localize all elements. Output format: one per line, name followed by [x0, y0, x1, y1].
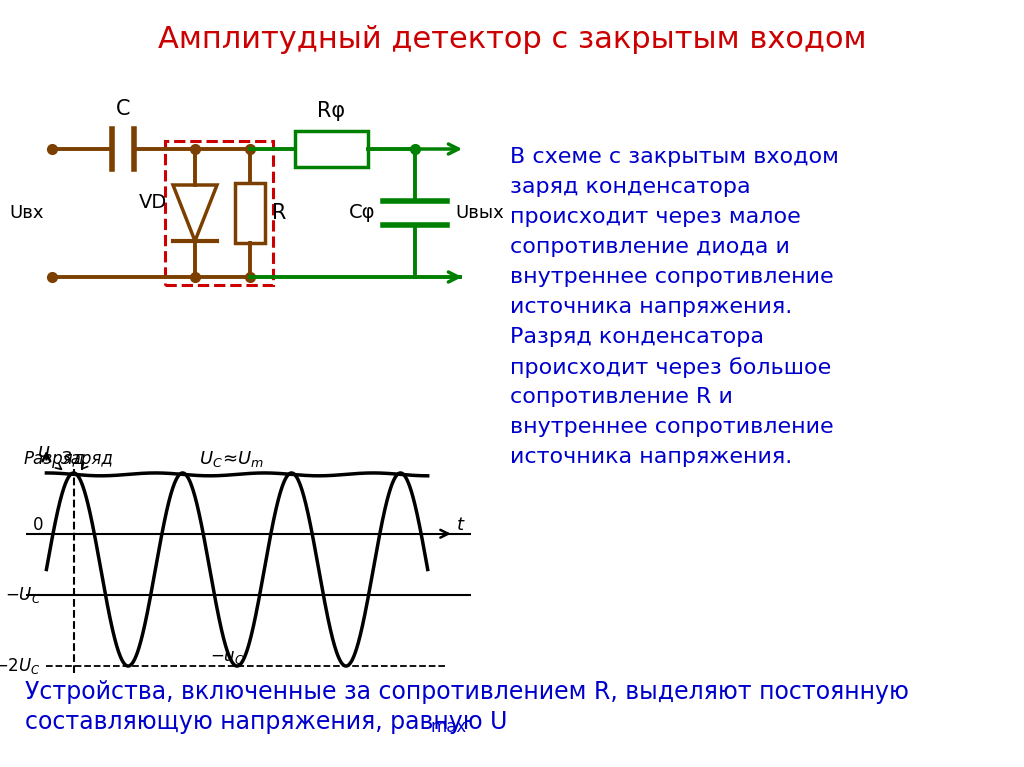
Text: происходит через малое: происходит через малое — [510, 207, 801, 227]
Text: Разряд конденсатора: Разряд конденсатора — [510, 327, 764, 347]
Text: $-2U_C$: $-2U_C$ — [0, 656, 41, 676]
Text: Rφ: Rφ — [317, 101, 345, 121]
Text: $-U_C$: $-U_C$ — [5, 584, 41, 604]
Text: сопротивление диода и: сопротивление диода и — [510, 237, 790, 257]
Text: заряд конденсатора: заряд конденсатора — [510, 177, 751, 197]
Text: $U_C\!\approx\!U_m$: $U_C\!\approx\!U_m$ — [199, 449, 264, 469]
Text: составляющую напряжения, равную U: составляющую напряжения, равную U — [25, 710, 507, 734]
Text: VD: VD — [138, 193, 167, 212]
Text: происходит через большое: происходит через большое — [510, 357, 831, 378]
FancyBboxPatch shape — [295, 131, 368, 167]
Text: u: u — [38, 443, 50, 461]
Text: Разряд: Разряд — [24, 450, 85, 469]
Text: Uвых: Uвых — [455, 204, 504, 222]
Text: t: t — [457, 516, 464, 534]
Text: Амплитудный детектор с закрытым входом: Амплитудный детектор с закрытым входом — [158, 25, 866, 54]
Text: Cφ: Cφ — [348, 203, 375, 222]
Text: Устройства, включенные за сопротивлением R, выделяют постоянную: Устройства, включенные за сопротивлением… — [25, 680, 909, 704]
Text: источника напряжения.: источника напряжения. — [510, 447, 793, 467]
Text: источника напряжения.: источника напряжения. — [510, 297, 793, 317]
Text: внутреннее сопротивление: внутреннее сопротивление — [510, 267, 834, 287]
Text: В схеме с закрытым входом: В схеме с закрытым входом — [510, 147, 839, 167]
Text: 0: 0 — [33, 516, 43, 534]
Text: Заряд: Заряд — [61, 450, 114, 469]
Text: $-u_C$: $-u_C$ — [210, 648, 245, 666]
FancyBboxPatch shape — [234, 183, 265, 243]
Text: R: R — [272, 203, 287, 223]
Text: Uвх: Uвх — [9, 204, 44, 222]
Text: сопротивление R и: сопротивление R и — [510, 387, 733, 407]
Text: внутреннее сопротивление: внутреннее сопротивление — [510, 417, 834, 437]
Text: max: max — [430, 718, 466, 736]
Text: C: C — [116, 99, 130, 119]
